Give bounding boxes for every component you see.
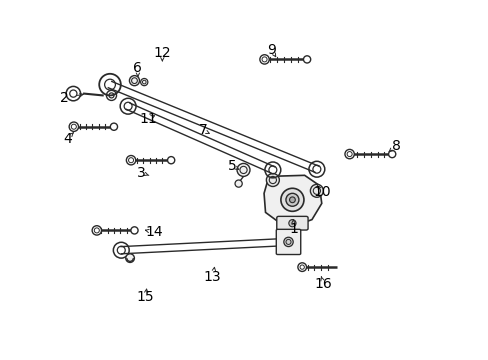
Ellipse shape — [235, 180, 242, 187]
Ellipse shape — [167, 157, 174, 164]
Ellipse shape — [310, 184, 323, 197]
Text: 2: 2 — [60, 91, 69, 105]
Ellipse shape — [344, 149, 354, 159]
Ellipse shape — [141, 78, 147, 86]
Ellipse shape — [110, 123, 117, 130]
Ellipse shape — [125, 254, 134, 262]
Ellipse shape — [237, 163, 249, 176]
Text: 6: 6 — [133, 62, 142, 75]
Ellipse shape — [131, 227, 138, 234]
Ellipse shape — [288, 220, 295, 227]
Text: 8: 8 — [391, 139, 400, 153]
Text: 14: 14 — [145, 225, 163, 239]
Text: 1: 1 — [288, 222, 297, 235]
Text: 4: 4 — [63, 132, 72, 145]
Ellipse shape — [303, 56, 310, 63]
Ellipse shape — [69, 122, 79, 131]
Ellipse shape — [388, 150, 395, 158]
Polygon shape — [264, 175, 321, 225]
Ellipse shape — [297, 263, 306, 271]
Ellipse shape — [259, 55, 269, 64]
Ellipse shape — [283, 237, 293, 247]
Ellipse shape — [129, 76, 139, 86]
FancyBboxPatch shape — [276, 216, 307, 230]
Ellipse shape — [126, 156, 136, 165]
Text: 16: 16 — [314, 278, 332, 291]
Text: 13: 13 — [203, 270, 221, 284]
Text: 15: 15 — [137, 290, 154, 304]
Ellipse shape — [280, 188, 304, 211]
Text: 5: 5 — [227, 159, 236, 172]
Text: 7: 7 — [198, 123, 207, 137]
Ellipse shape — [285, 193, 298, 206]
Text: 10: 10 — [312, 185, 330, 198]
Text: 12: 12 — [153, 46, 171, 60]
Ellipse shape — [289, 197, 295, 203]
FancyBboxPatch shape — [276, 229, 300, 255]
Text: 9: 9 — [266, 43, 275, 57]
Text: 11: 11 — [139, 112, 157, 126]
Ellipse shape — [266, 174, 279, 186]
Ellipse shape — [92, 226, 102, 235]
Text: 3: 3 — [137, 166, 146, 180]
